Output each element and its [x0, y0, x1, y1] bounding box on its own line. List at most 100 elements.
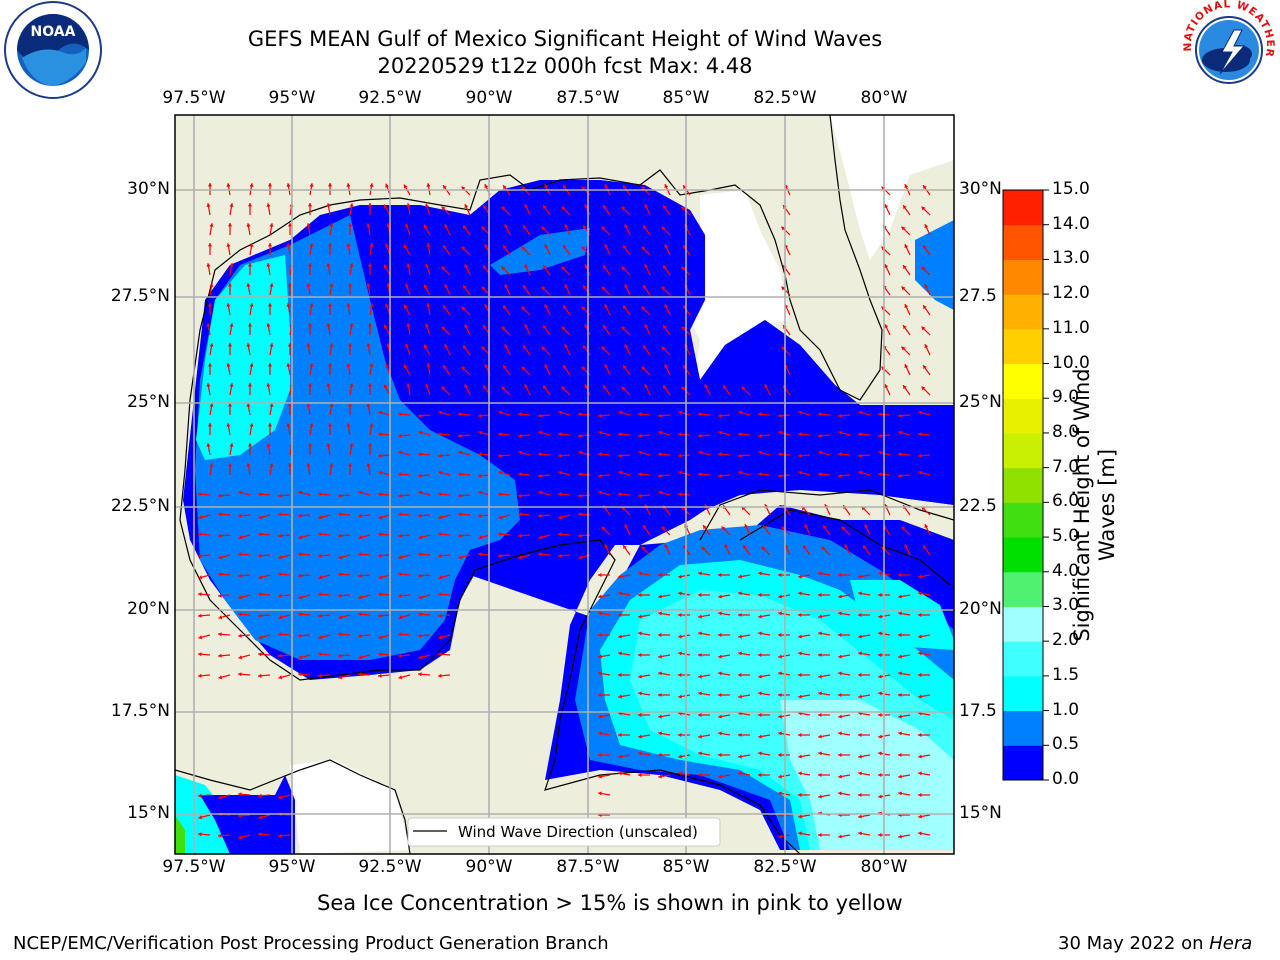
noaa-logo: NOAA — [2, 0, 104, 100]
direction-arrowhead — [347, 223, 353, 227]
direction-arrowhead — [238, 792, 242, 797]
direction-arrowhead — [306, 463, 311, 467]
direction-arrowhead — [678, 694, 682, 699]
lat-label-left: 22.5°N — [110, 496, 170, 516]
direction-arrowhead — [378, 410, 383, 415]
direction-arrowhead — [841, 526, 846, 531]
direction-arrowhead — [306, 283, 311, 287]
lat-label-right: 25°N — [959, 392, 1002, 412]
direction-arrowhead — [278, 512, 282, 517]
direction-arrowhead — [523, 225, 527, 230]
direction-arrowhead — [898, 452, 902, 457]
direction-arrowhead — [578, 450, 583, 455]
direction-arrowhead — [898, 654, 902, 659]
direction-arrowhead — [658, 594, 662, 599]
direction-arrowhead — [638, 712, 642, 718]
direction-arrowhead — [518, 533, 522, 538]
direction-arrowhead — [858, 470, 863, 475]
direction-arrowhead — [818, 450, 823, 455]
direction-arrowhead — [683, 245, 687, 250]
direction-arrowhead — [578, 412, 582, 417]
direction-arrowhead — [238, 595, 243, 600]
direction-arrowhead — [818, 652, 822, 658]
direction-arrowhead — [378, 453, 382, 458]
direction-arrowhead — [378, 635, 383, 640]
direction-arrowhead — [347, 283, 353, 287]
colorbar-segment — [1003, 398, 1043, 434]
direction-arrowhead — [741, 386, 746, 391]
direction-arrowhead — [923, 245, 927, 250]
direction-arrowhead — [398, 555, 403, 560]
direction-arrowhead — [638, 412, 642, 417]
direction-arrowhead — [643, 285, 647, 290]
colorbar-segment — [1003, 467, 1043, 503]
direction-arrowhead — [266, 203, 271, 207]
direction-arrowhead — [258, 553, 262, 558]
direction-arrowhead — [738, 453, 742, 458]
direction-arrowhead — [738, 694, 742, 699]
direction-arrowhead — [498, 432, 502, 437]
direction-arrowhead — [458, 533, 462, 538]
direction-arrowhead — [764, 384, 769, 389]
direction-arrowhead — [306, 403, 311, 407]
direction-arrowhead — [378, 432, 382, 437]
direction-arrowhead — [924, 224, 929, 229]
direction-arrowhead — [298, 595, 303, 600]
direction-arrowhead — [658, 611, 662, 616]
direction-arrowhead — [643, 345, 647, 350]
direction-arrowhead — [898, 834, 902, 839]
direction-arrowhead — [287, 223, 293, 227]
direction-arrowhead — [698, 614, 702, 619]
direction-arrowhead — [309, 423, 314, 427]
footer-branch: NCEP/EMC/Verification Post Processing Pr… — [13, 933, 609, 954]
direction-arrowhead — [903, 205, 907, 210]
direction-arrowhead — [838, 714, 842, 719]
direction-arrowhead — [798, 771, 802, 776]
colorbar-tick-label: 5.0 — [1052, 526, 1080, 547]
direction-arrowhead — [778, 430, 783, 435]
direction-arrowhead — [598, 632, 602, 638]
direction-arrowhead — [247, 203, 253, 207]
direction-arrowhead — [318, 575, 323, 580]
colorbar-tick-label: 12.0 — [1052, 283, 1090, 304]
direction-arrowhead — [918, 814, 922, 819]
direction-arrowhead — [438, 470, 443, 475]
direction-arrowhead — [643, 225, 647, 230]
direction-arrowhead — [523, 345, 527, 350]
direction-arrowhead — [478, 452, 482, 457]
direction-arrowhead — [918, 432, 922, 437]
direction-arrowhead — [504, 224, 509, 229]
direction-arrowhead — [347, 343, 353, 347]
direction-arrowhead — [426, 303, 431, 307]
direction-arrowhead — [538, 552, 542, 557]
direction-arrowhead — [418, 672, 422, 677]
direction-arrowhead — [583, 345, 587, 350]
colorbar-tick-label: 0.5 — [1052, 734, 1080, 755]
direction-arrowhead — [603, 325, 607, 330]
direction-arrowhead — [406, 323, 411, 327]
direction-arrowhead — [209, 463, 214, 467]
direction-arrowhead — [269, 403, 274, 407]
direction-arrowhead — [778, 752, 782, 758]
direction-arrowhead — [326, 443, 331, 447]
direction-arrowhead — [278, 653, 282, 658]
direction-arrowhead — [918, 651, 922, 656]
direction-arrowhead — [904, 304, 909, 309]
direction-arrowhead — [858, 771, 862, 776]
direction-arrowhead — [878, 571, 882, 576]
direction-arrowhead — [778, 594, 782, 599]
direction-arrowhead — [838, 473, 842, 478]
direction-arrowhead — [678, 732, 682, 738]
direction-arrowhead — [778, 572, 782, 578]
direction-arrowhead — [718, 413, 722, 418]
direction-arrowhead — [198, 832, 202, 837]
direction-arrowhead — [464, 264, 469, 269]
direction-arrowhead — [326, 263, 331, 267]
direction-arrowhead — [718, 774, 722, 779]
direction-arrowhead — [901, 286, 906, 291]
direction-arrowhead — [287, 463, 293, 467]
direction-arrowhead — [618, 470, 623, 475]
direction-arrowhead — [258, 832, 262, 837]
direction-arrowhead — [458, 472, 462, 477]
direction-arrowhead — [603, 385, 607, 390]
